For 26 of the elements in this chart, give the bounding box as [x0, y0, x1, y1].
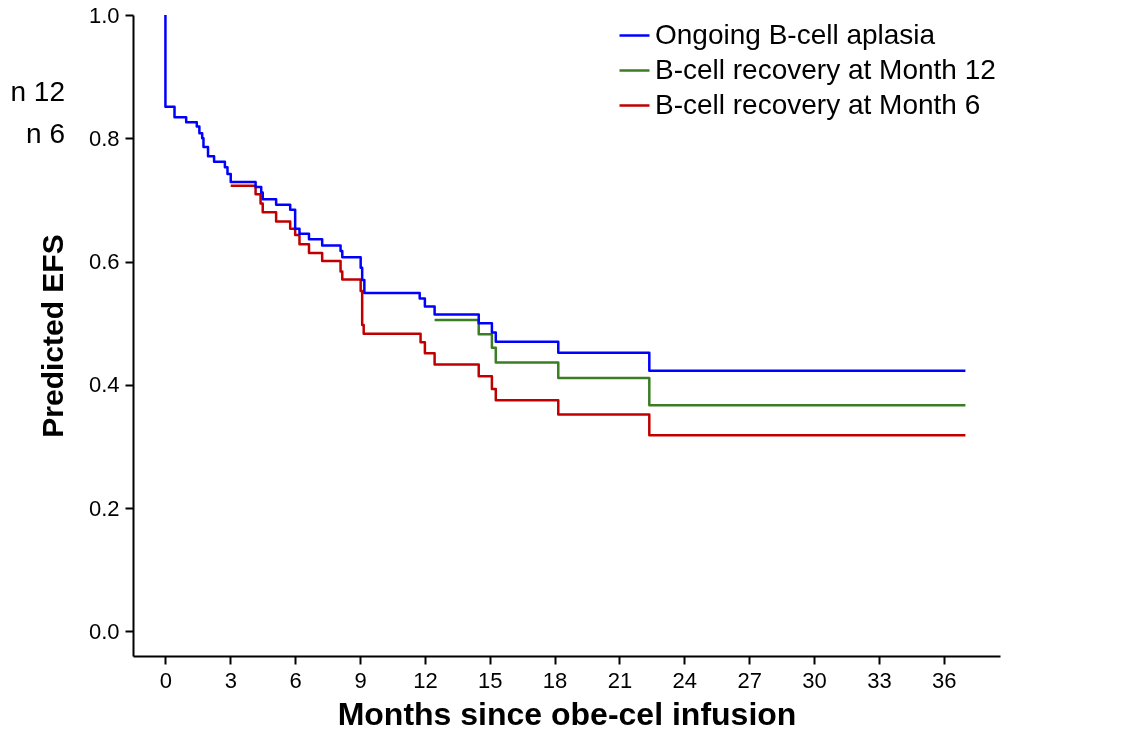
- x-tick-label: 15: [478, 667, 503, 693]
- x-tick-label: 24: [672, 667, 698, 693]
- y-tick-label: 0.2: [88, 495, 120, 521]
- text: n 6: [26, 118, 65, 149]
- y-axis-title: Predicted EFS: [35, 234, 69, 438]
- y-tick-label: 0.4: [88, 372, 120, 398]
- legend-label: B-cell recovery at Month 12: [655, 53, 996, 85]
- x-axis-title: Months since obe-cel infusion: [337, 695, 797, 732]
- y-tick-label: 0.0: [88, 618, 120, 644]
- x-tick-label: 18: [542, 667, 568, 693]
- x-tick-label: 6: [289, 667, 302, 693]
- y-tick-label: 1.0: [88, 2, 120, 28]
- x-tick-label: 27: [737, 667, 762, 693]
- x-tick-label: 0: [159, 667, 173, 693]
- x-tick-label: 36: [932, 667, 957, 693]
- x-tick-label: 21: [607, 667, 633, 693]
- y-tick-label: 0.6: [88, 249, 120, 275]
- text: n 12: [10, 76, 65, 107]
- x-tick-label: 33: [867, 667, 892, 693]
- y-tick-label: 0.8: [88, 125, 120, 151]
- x-tick-label: 12: [413, 667, 438, 693]
- x-tick-label: 30: [802, 667, 827, 693]
- x-tick-label: 3: [224, 667, 237, 693]
- x-tick-label: 9: [354, 667, 367, 693]
- legend-label: B-cell recovery at Month 6: [655, 88, 981, 120]
- legend-label: Ongoing B-cell aplasia: [655, 18, 936, 50]
